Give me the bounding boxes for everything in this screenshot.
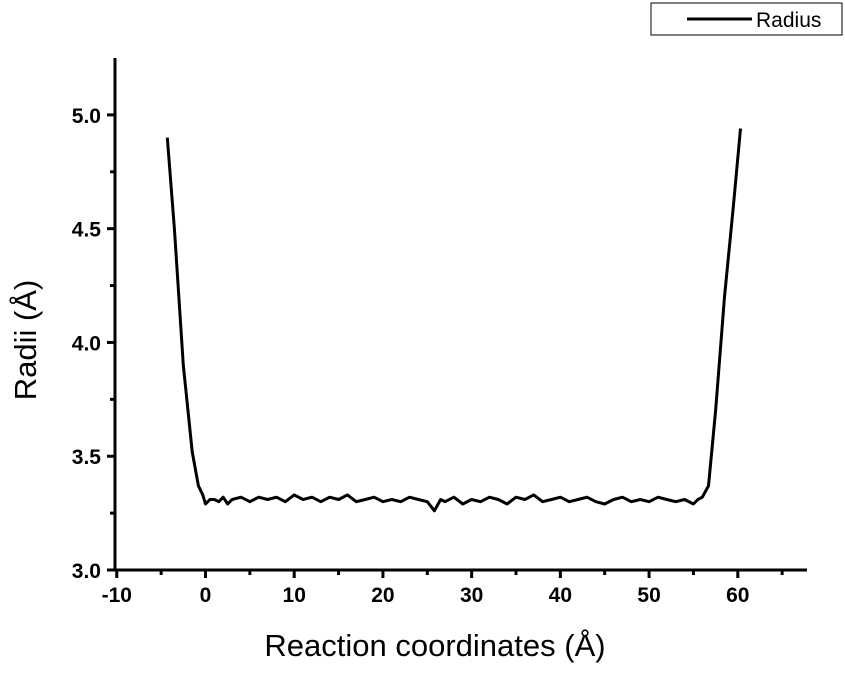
ticks: -10 0 10 20 30 40 50 60 3.0 3.5 4.0 4.5 5.0: [72, 105, 784, 607]
x-tick-label: 30: [460, 584, 483, 607]
series: [165, 128, 742, 513]
x-tick-label: 60: [726, 584, 749, 607]
y-tick-label: 3.5: [72, 446, 102, 469]
x-tick-label: 0: [200, 584, 212, 607]
y-tick-label: 4.0: [72, 332, 101, 355]
legend-label: Radius: [756, 9, 821, 32]
x-tick-label: -10: [102, 584, 132, 607]
x-axis-label: Reaction coordinates (Å): [264, 628, 605, 663]
axes: [113, 58, 807, 572]
y-tick-label: 3.0: [72, 560, 101, 583]
legend: Radius: [650, 2, 843, 36]
x-tick-label: 20: [371, 584, 394, 607]
series-line-radius: [165, 128, 742, 513]
x-tick-label: 50: [637, 584, 660, 607]
x-tick-label: 10: [283, 584, 306, 607]
y-axis-label: Radii (Å): [8, 280, 43, 401]
y-tick-label: 5.0: [72, 105, 101, 128]
y-tick-label: 4.5: [72, 219, 102, 242]
x-tick-label: 40: [549, 584, 572, 607]
